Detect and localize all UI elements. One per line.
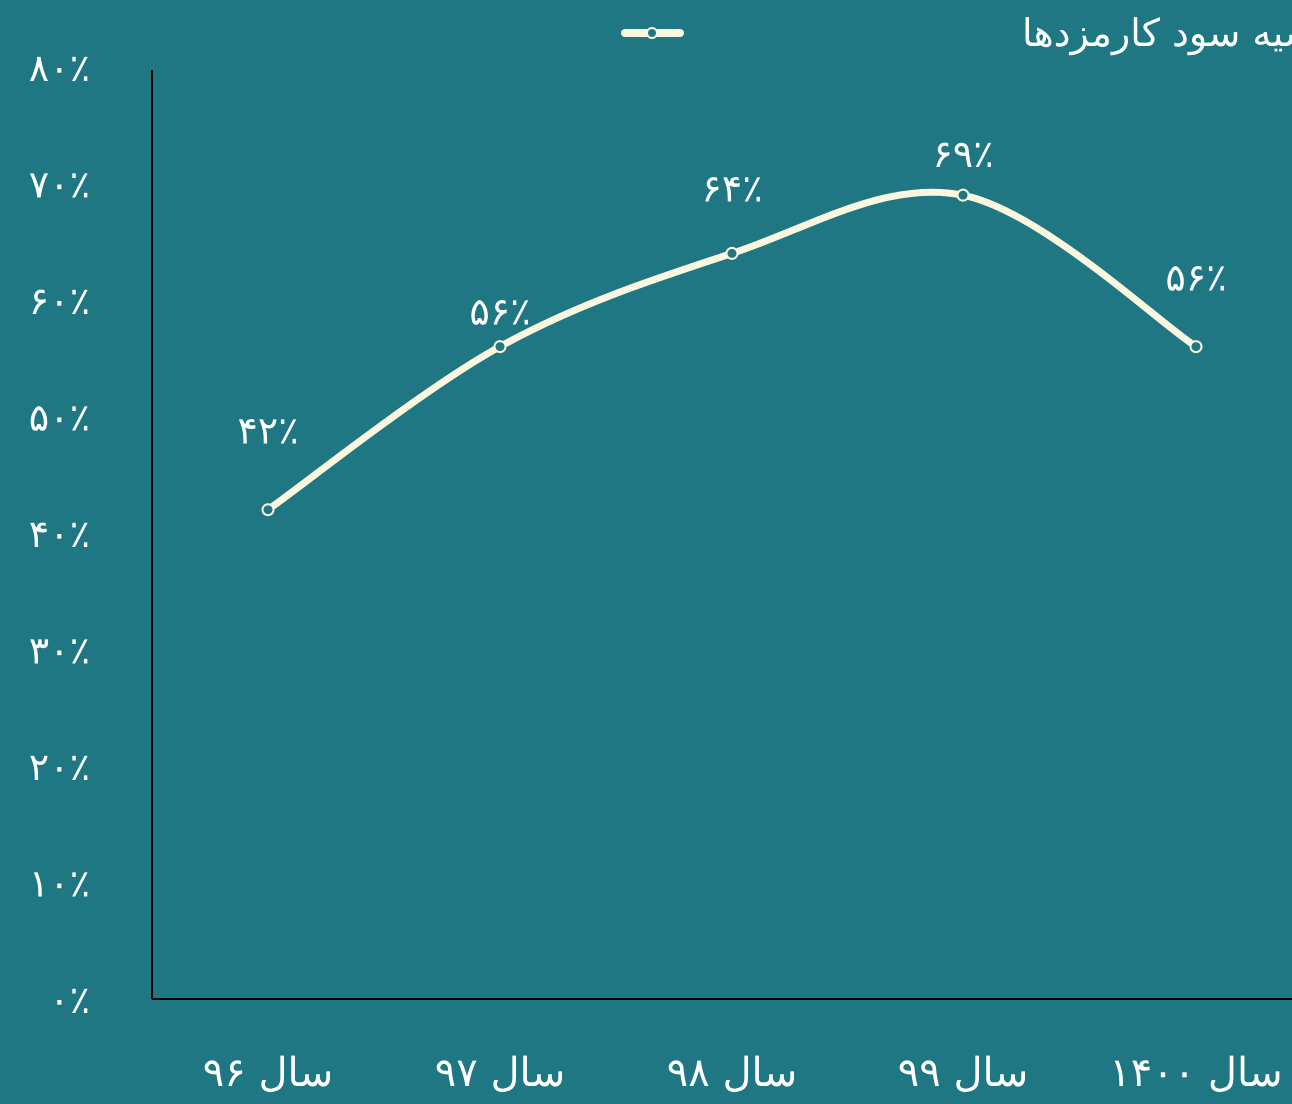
y-tick-label: ۷۰٪ (29, 163, 90, 207)
data-label: ۵۶٪ (469, 290, 530, 334)
data-label: ۶۴٪ (701, 166, 762, 210)
series-line (264, 188, 1200, 514)
y-tick-label: ۶۰٪ (29, 279, 90, 323)
data-label: ۶۹٪ (932, 132, 993, 176)
data-labels: ۴۲٪ ۵۶٪ ۶۴٪ ۶۹٪ ۵۶٪ (237, 132, 1226, 453)
x-axis-ticks: سال ۹۶ سال ۹۷ سال ۹۸ سال ۹۹ سال ۱۴۰۰ (203, 1050, 1283, 1096)
y-tick-label: ۲۰٪ (29, 745, 90, 789)
data-point-marker (261, 503, 275, 517)
y-axis-ticks: ۰٪ ۱۰٪ ۲۰٪ ۳۰٪ ۴۰٪ ۵۰٪ ۶۰٪ ۷۰٪ ۸۰٪ (29, 46, 90, 1022)
legend: حاشیه سود کارمزدها (621, 11, 1292, 56)
x-tick-label: سال ۹۸ (667, 1050, 797, 1096)
y-tick-label: ۵۰٪ (29, 396, 90, 440)
data-point-marker (725, 246, 739, 260)
x-tick-label: سال ۱۴۰۰ (1109, 1050, 1282, 1096)
x-tick-label: سال ۹۹ (898, 1050, 1028, 1096)
x-tick-label: سال ۹۷ (435, 1050, 565, 1096)
data-label: ۴۲٪ (237, 409, 298, 453)
y-tick-label: ۰٪ (49, 978, 90, 1022)
legend-series-label: حاشیه سود کارمزدها (1022, 11, 1292, 56)
x-tick-label: سال ۹۶ (203, 1050, 333, 1096)
data-point-marker (1189, 340, 1203, 354)
data-label: ۵۶٪ (1165, 256, 1226, 300)
series (261, 188, 1203, 517)
y-tick-label: ۴۰٪ (29, 512, 90, 556)
data-point-marker (956, 188, 970, 202)
y-tick-label: ۸۰٪ (29, 46, 90, 90)
axes (151, 70, 1292, 1000)
y-tick-label: ۳۰٪ (29, 629, 90, 673)
data-point-marker (493, 340, 507, 354)
y-tick-label: ۱۰٪ (29, 862, 90, 906)
legend-swatch-marker (646, 27, 658, 39)
